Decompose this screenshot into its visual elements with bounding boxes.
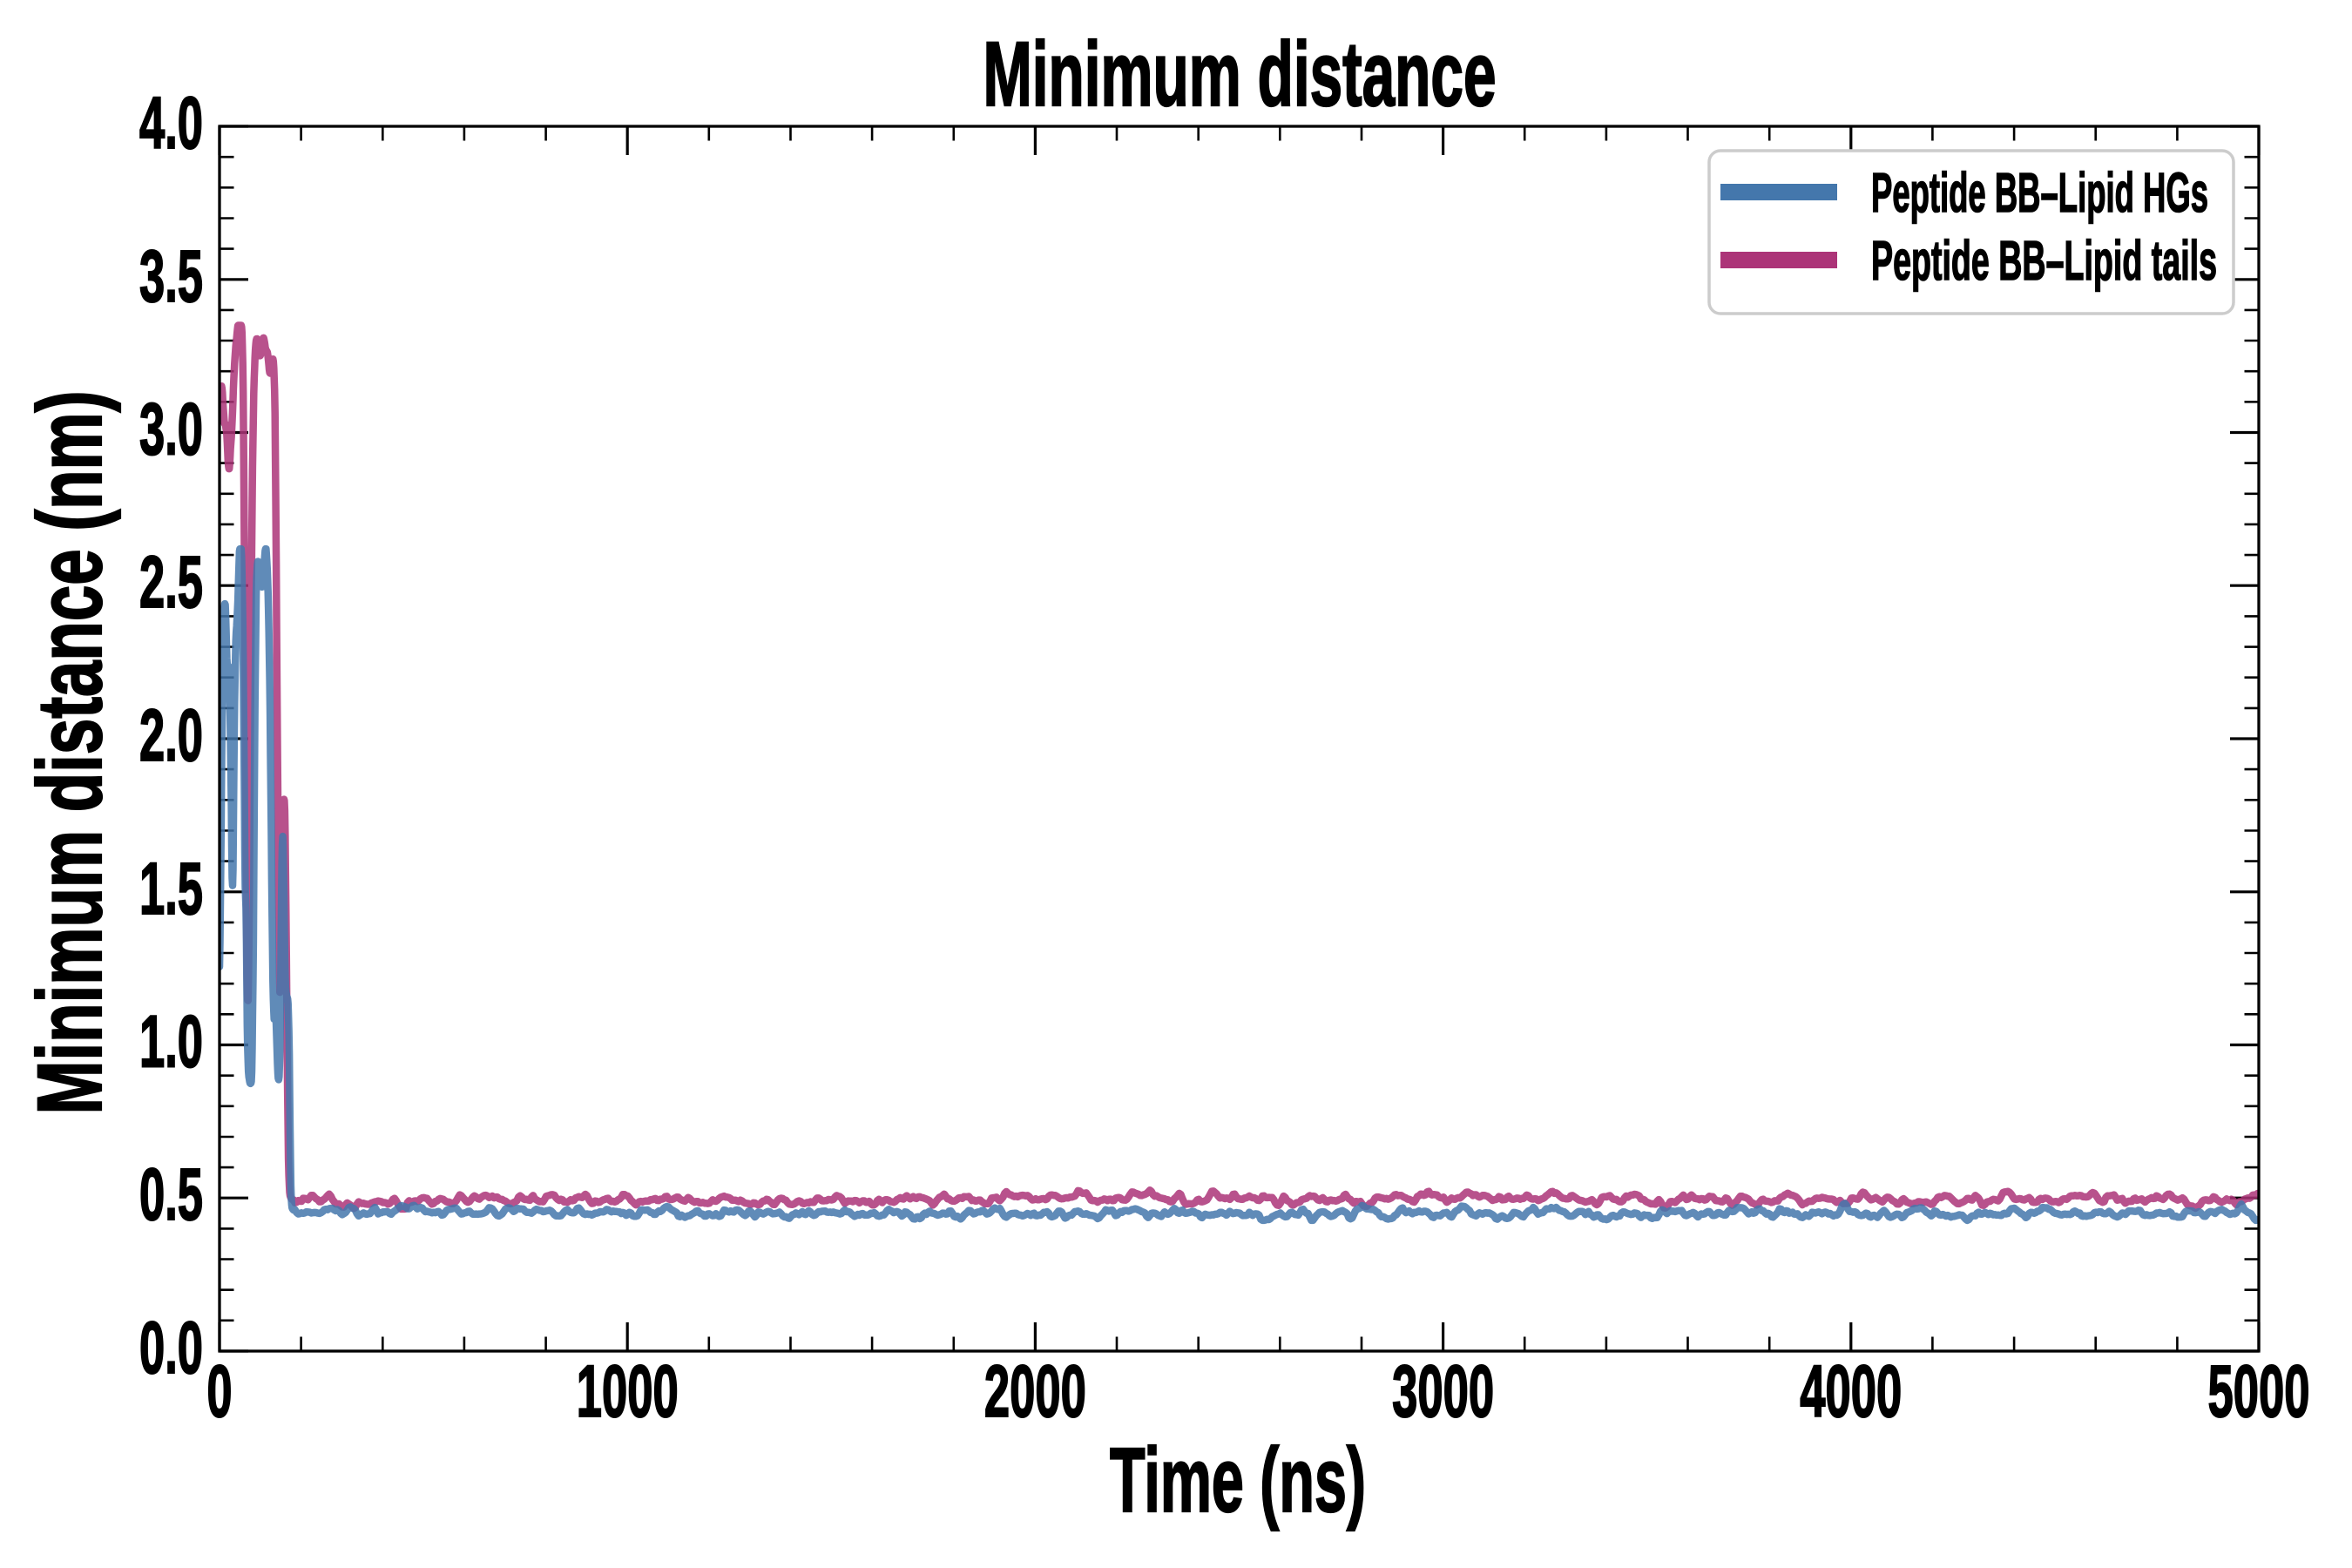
svg-text:Peptide BB–Lipid tails: Peptide BB–Lipid tails <box>1871 229 2217 292</box>
svg-text:4.0: 4.0 <box>139 82 203 164</box>
svg-text:1000: 1000 <box>577 1350 679 1432</box>
svg-text:Minimum distance: Minimum distance <box>983 24 1497 125</box>
svg-text:0: 0 <box>207 1350 233 1432</box>
svg-text:2000: 2000 <box>984 1350 1086 1432</box>
svg-text:2.0: 2.0 <box>139 694 203 776</box>
svg-text:4000: 4000 <box>1800 1350 1902 1432</box>
svg-text:3000: 3000 <box>1392 1350 1494 1432</box>
svg-text:Peptide BB–Lipid HGs: Peptide BB–Lipid HGs <box>1871 161 2208 224</box>
svg-text:1.0: 1.0 <box>139 1001 203 1083</box>
svg-text:5000: 5000 <box>2208 1350 2310 1432</box>
svg-text:Minimum distance (nm): Minimum distance (nm) <box>19 391 121 1115</box>
svg-text:Time (ns): Time (ns) <box>1110 1429 1366 1531</box>
svg-text:0.0: 0.0 <box>139 1307 203 1389</box>
svg-text:2.5: 2.5 <box>139 541 203 623</box>
svg-text:1.5: 1.5 <box>139 848 203 929</box>
svg-text:3.5: 3.5 <box>139 235 203 317</box>
svg-text:0.5: 0.5 <box>139 1153 203 1235</box>
svg-text:3.0: 3.0 <box>139 389 203 470</box>
